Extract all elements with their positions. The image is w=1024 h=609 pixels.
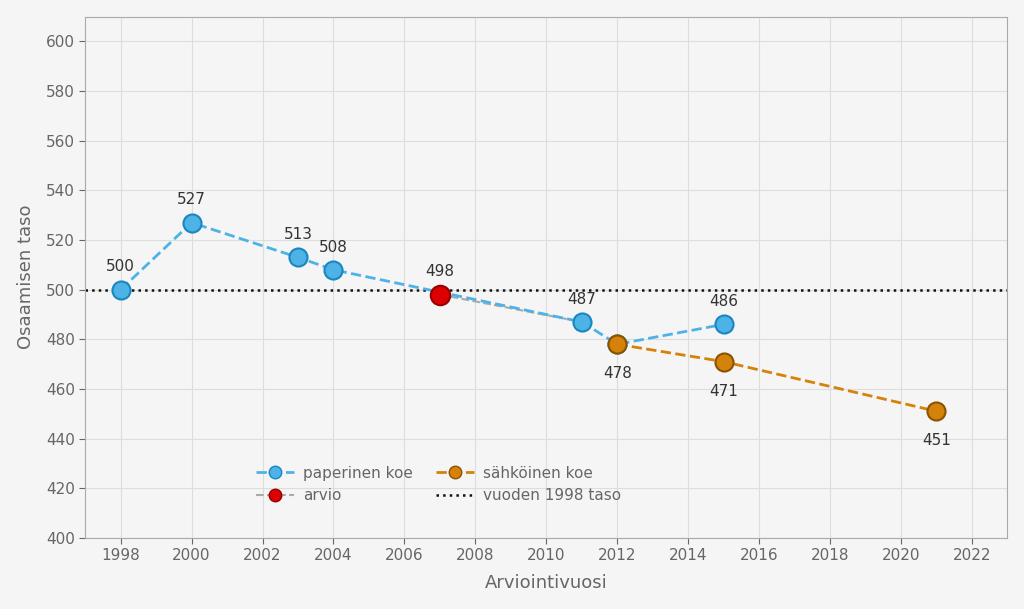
Text: 500: 500 [106, 259, 135, 275]
Text: 478: 478 [603, 367, 632, 381]
Text: 471: 471 [710, 384, 738, 399]
Text: 498: 498 [425, 264, 455, 280]
Text: 486: 486 [709, 294, 738, 309]
Text: 513: 513 [284, 227, 312, 242]
Text: 508: 508 [319, 239, 348, 255]
Text: 487: 487 [567, 292, 596, 306]
Text: 527: 527 [177, 192, 206, 207]
Legend: paperinen koe, arvio, sähköinen koe, vuoden 1998 taso: paperinen koe, arvio, sähköinen koe, vuo… [250, 459, 628, 509]
Y-axis label: Osaamisen taso: Osaamisen taso [16, 205, 35, 350]
Text: 451: 451 [922, 434, 951, 448]
X-axis label: Arviointivuosi: Arviointivuosi [485, 574, 607, 593]
